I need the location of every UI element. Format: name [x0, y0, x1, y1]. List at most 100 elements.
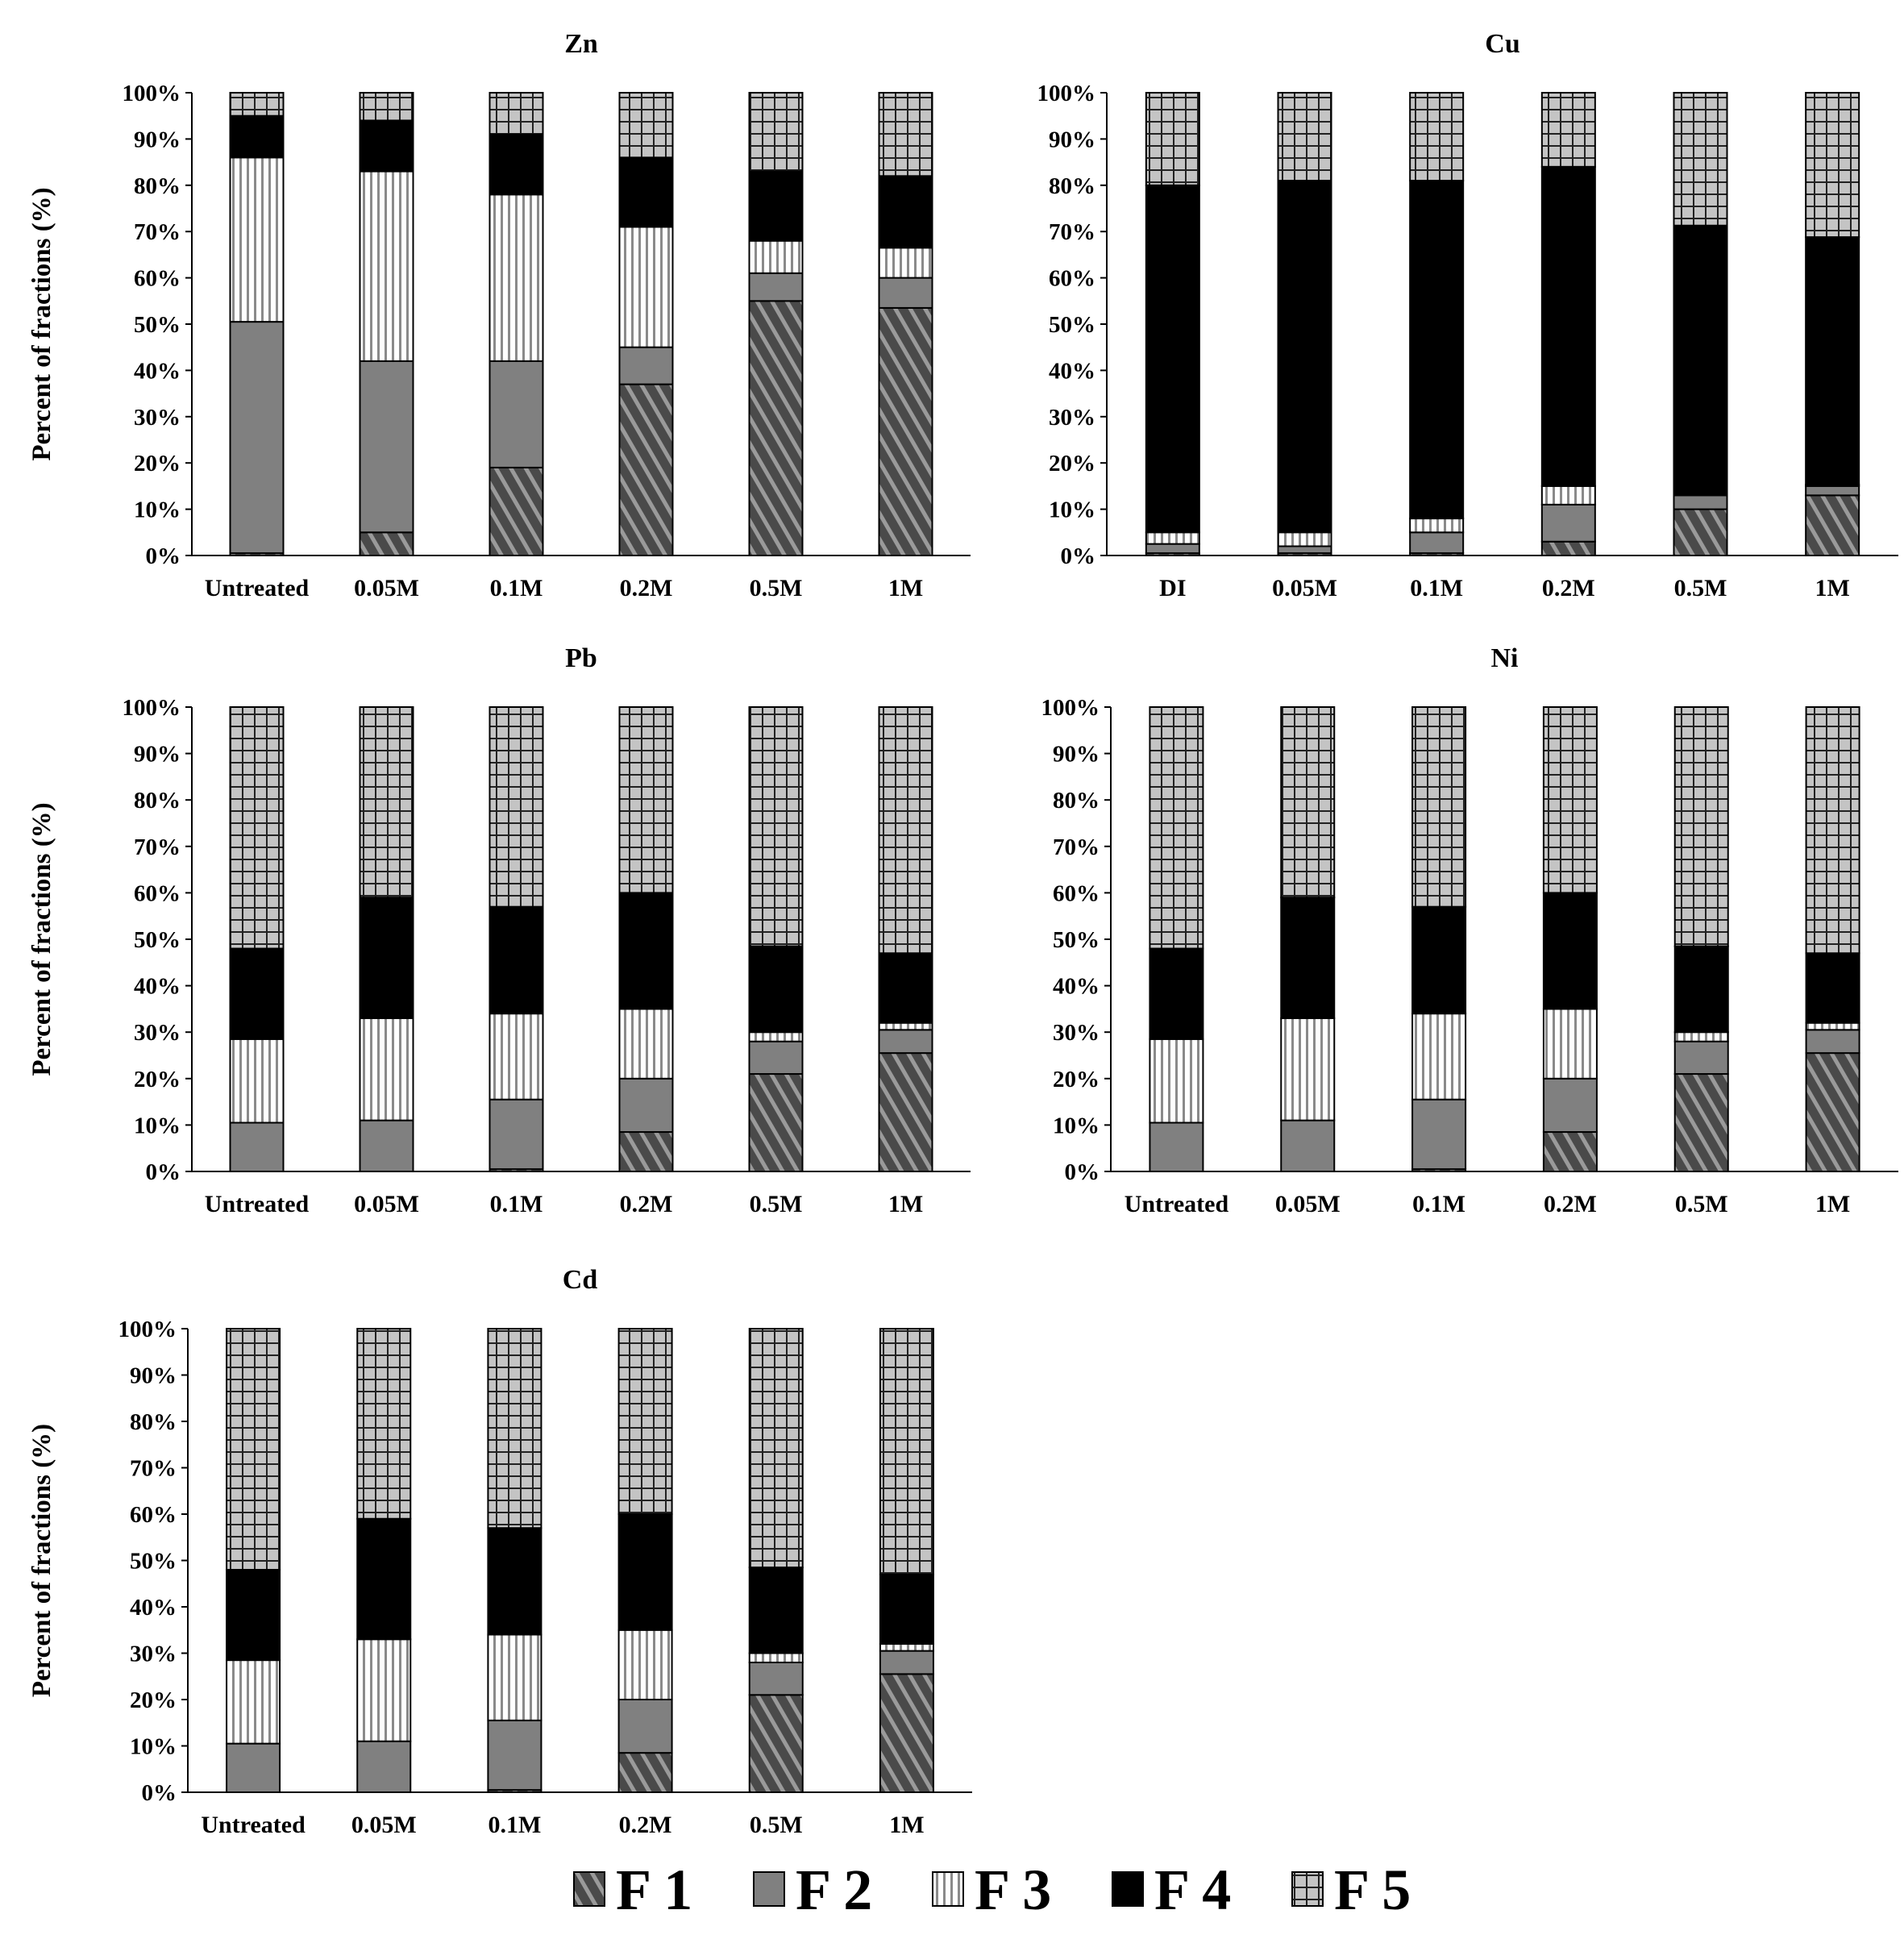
bar-segment-f3 — [488, 193, 544, 362]
bar-segment-f3 — [748, 1652, 804, 1663]
bar-0.2M — [618, 706, 674, 1173]
x-tick-label: 0.5M — [1675, 1191, 1728, 1217]
legend-item-f1: F 1 — [573, 1858, 692, 1922]
x-tick-label: 0.5M — [750, 1191, 803, 1217]
bar-segment-f3 — [878, 1022, 933, 1031]
bar-DI — [1145, 92, 1200, 557]
bar-segment-f3 — [618, 226, 674, 348]
y-tick-label: 40% — [130, 1595, 177, 1621]
bar-segment-f3 — [1673, 1031, 1729, 1042]
bar-segment-f5 — [488, 706, 544, 908]
y-tick-label: 100% — [1041, 695, 1100, 721]
y-tick-label: 50% — [134, 312, 181, 338]
legend-swatch — [932, 1871, 964, 1907]
bar-Untreated — [1149, 706, 1204, 1173]
panel-cd: Cd 0% 10% 20% 30% 40% 50% 60% 70% 80% 90% 100% Perce… — [27, 1265, 972, 1838]
legend-label: F 4 — [1154, 1858, 1231, 1922]
bar-segment-f3 — [1409, 518, 1465, 534]
bar-1M — [1805, 92, 1860, 557]
bar-segment-f1 — [748, 300, 804, 556]
y-tick-label: 100% — [1037, 81, 1096, 106]
bar-segment-f1 — [617, 1752, 673, 1793]
y-tick-label: 70% — [1049, 219, 1095, 245]
y-tick-label: 60% — [1053, 880, 1100, 906]
bar-segment-f4 — [1411, 905, 1467, 1015]
y-tick-label: 100% — [123, 81, 181, 106]
bar-segment-f2 — [618, 1077, 674, 1134]
bar-segment-f2 — [488, 360, 544, 468]
x-tick-label: 0.05M — [1275, 1191, 1341, 1217]
y-tick-label: 70% — [134, 219, 181, 245]
x-tick-label: 0.1M — [490, 575, 543, 601]
bar-0.05M — [356, 1328, 412, 1793]
y-axis-label: Percent of fractions (%) — [27, 802, 56, 1076]
panel-title: Cu — [1485, 29, 1519, 59]
bar-1M — [878, 706, 933, 1172]
bar-segment-f2 — [1805, 1029, 1860, 1055]
x-tick-label: Untreated — [1125, 1191, 1229, 1217]
legend: F 1 F 2 F 3 F 4 F 5 — [573, 1858, 1411, 1922]
y-tick-label: 70% — [130, 1456, 177, 1482]
y-tick-label: 90% — [134, 127, 181, 152]
bar-segment-f5 — [1805, 92, 1860, 239]
bar-segment-f4 — [359, 897, 414, 1019]
bar-segment-f5 — [1411, 706, 1467, 908]
x-tick-label: 0.05M — [354, 1191, 419, 1217]
y-tick-label: 0% — [146, 543, 181, 569]
bar-segment-f5 — [618, 92, 674, 159]
panel-zn: Zn 0% 10% 20% 30% 40% 50% 60% 70% 80% 90% 100% Perce… — [27, 29, 971, 601]
bar-segment-f5 — [229, 92, 285, 117]
bar-0.05M — [359, 92, 414, 556]
bar-segment-f3 — [226, 1659, 281, 1745]
x-tick-label: 1M — [1815, 1191, 1850, 1217]
bar-segment-f4 — [618, 156, 674, 228]
bar-segment-f4 — [1542, 892, 1598, 1010]
bar-segment-f4 — [1805, 236, 1860, 486]
bar-segment-f2 — [229, 1121, 285, 1173]
bar-segment-f1 — [879, 1673, 934, 1793]
y-tick-label: 100% — [118, 1317, 177, 1342]
x-tick-label: 0.05M — [351, 1812, 417, 1838]
y-tick-label: 100% — [123, 695, 181, 721]
bar-0.1M — [487, 1328, 543, 1793]
y-tick-label: 80% — [1049, 173, 1095, 199]
panel-cu: Cu 0% 10% 20% 30% 40% 50% 60% 70% 80% 90% 100% DI 0.0… — [1037, 29, 1898, 601]
legend-label: F 5 — [1334, 1858, 1411, 1922]
legend-label: F 1 — [616, 1858, 692, 1922]
bar-segment-f2 — [748, 1040, 804, 1076]
bar-segment-f4 — [229, 114, 285, 159]
x-tick-label: 0.5M — [750, 575, 803, 601]
x-tick-label: 1M — [889, 1812, 924, 1838]
bar-segment-f4 — [748, 1567, 804, 1654]
x-tick-label: Untreated — [201, 1812, 306, 1838]
bar-segment-f1 — [1542, 1131, 1598, 1173]
bar-segment-f5 — [226, 1328, 281, 1571]
x-tick-label: 1M — [888, 575, 923, 601]
bar-segment-f2 — [356, 1740, 412, 1793]
bar-segment-f4 — [359, 119, 414, 173]
y-tick-label: 20% — [130, 1687, 177, 1713]
bar-segment-f3 — [1145, 531, 1200, 545]
bar-segment-f3 — [359, 1017, 414, 1121]
bar-segment-f1 — [1673, 1073, 1729, 1173]
x-tick-label: 1M — [888, 1191, 923, 1217]
y-tick-label: 0% — [146, 1159, 181, 1185]
bar-segment-f5 — [1805, 706, 1860, 955]
bar-segment-f5 — [229, 706, 285, 950]
bar-segment-f2 — [1149, 1121, 1204, 1173]
bar-0.5M — [1673, 92, 1728, 556]
y-tick-label: 90% — [1049, 127, 1095, 152]
bar-segment-f5 — [1149, 706, 1204, 950]
bar-segment-f1 — [488, 466, 544, 556]
legend-item-f4: F 4 — [1112, 1858, 1231, 1922]
bar-segment-f5 — [1673, 706, 1729, 947]
bar-segment-f5 — [1280, 706, 1336, 899]
y-tick-label: 20% — [1053, 1067, 1100, 1092]
bar-1M — [879, 1328, 934, 1793]
y-tick-label: 40% — [1049, 358, 1095, 384]
y-tick-label: 0% — [142, 1780, 177, 1806]
bar-segment-f2 — [1673, 1040, 1729, 1076]
x-tick-label: 1M — [1815, 575, 1850, 601]
bar-segment-f1 — [748, 1694, 804, 1793]
